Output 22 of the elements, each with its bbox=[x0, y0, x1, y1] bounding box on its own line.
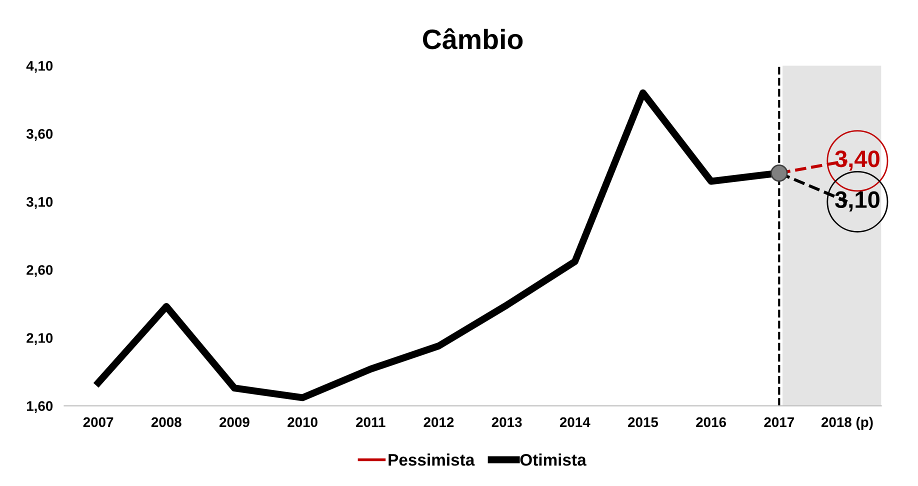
x-tick-label: 2018 (p) bbox=[821, 416, 873, 430]
y-tick-label: 3,60 bbox=[26, 128, 53, 141]
x-tick-label: 2012 bbox=[424, 417, 454, 428]
legend-label: Otimista bbox=[520, 454, 586, 466]
x-tick-label: 2011 bbox=[356, 417, 386, 428]
y-tick-label: 2,10 bbox=[26, 333, 53, 345]
y-tick-label: 4,10 bbox=[26, 60, 53, 73]
x-tick-label: 2015 bbox=[628, 417, 658, 428]
y-tick-label: 3,10 bbox=[26, 197, 53, 209]
x-tick-label: 2009 bbox=[220, 417, 250, 428]
chart-title: Câmbio bbox=[422, 28, 523, 50]
y-tick-label: 1,60 bbox=[26, 401, 53, 413]
x-tick-label: 2007 bbox=[83, 417, 114, 428]
x-tick-label: 2014 bbox=[560, 417, 590, 428]
y-tick-label: 2,60 bbox=[26, 265, 53, 277]
x-tick-label: 2017 bbox=[764, 417, 794, 428]
data-label: 3,40 bbox=[835, 150, 880, 171]
x-tick-label: 2010 bbox=[288, 417, 318, 428]
x-tick-label: 2013 bbox=[492, 417, 522, 428]
x-tick-label: 2016 bbox=[696, 417, 726, 428]
x-tick-label: 2008 bbox=[151, 417, 182, 428]
legend-label: Pessimista bbox=[388, 454, 475, 466]
